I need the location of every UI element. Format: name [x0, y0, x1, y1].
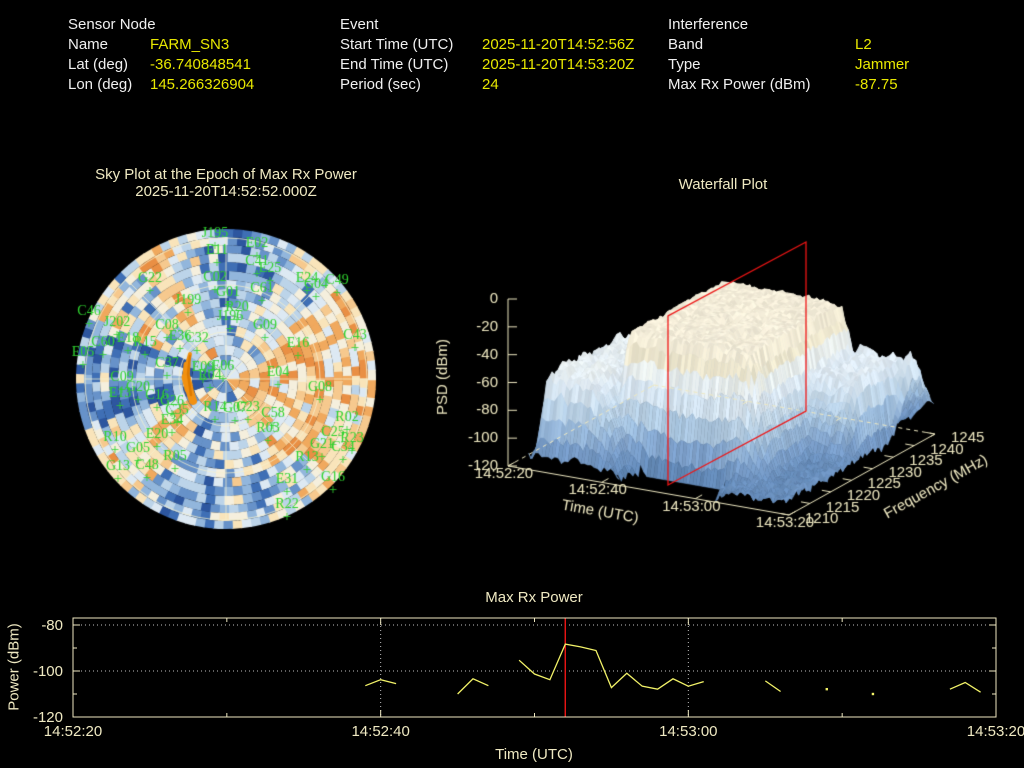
- header-field-label: Band: [668, 36, 704, 53]
- data-series-line: [457, 678, 489, 695]
- header-field-label: Lon (deg): [68, 76, 133, 93]
- data-point: [825, 687, 828, 691]
- header-field-value: FARM_SN3: [150, 36, 230, 53]
- x-tick-label: 14:53:20: [967, 723, 1024, 740]
- skyplot-title-line1: Sky Plot at the Epoch of Max Rx Power: [95, 166, 357, 183]
- x-tick-label: 14:53:00: [659, 723, 717, 740]
- header-field-label: Start Time (UTC): [340, 36, 454, 53]
- data-series-line: [365, 679, 397, 687]
- y-tick-label: -80: [41, 617, 63, 634]
- data-series-line: [518, 643, 704, 690]
- header-field-value: 2025-11-20T14:52:56Z: [482, 36, 635, 53]
- waterfall-canvas: [420, 140, 1024, 560]
- plot-frame: [72, 617, 997, 718]
- power-plot-x-label: Time (UTC): [495, 746, 573, 763]
- header-field-label: Period (sec): [340, 76, 421, 93]
- header-section-title: Interference: [668, 16, 749, 33]
- skyplot-title: Sky Plot at the Epoch of Max Rx Power 20…: [95, 166, 357, 200]
- y-tick-label: -100: [33, 663, 63, 680]
- skyplot-title-line2: 2025-11-20T14:52:52.000Z: [135, 183, 317, 200]
- header-field-value: 145.266326904: [150, 76, 255, 93]
- header-section-title: Event: [340, 16, 379, 33]
- header-field-value: 2025-11-20T14:53:20Z: [482, 56, 635, 73]
- header-info-panel: Sensor Node Name FARM_SN3 Lat (deg) -36.7408…: [0, 0, 1024, 110]
- header-field-label: Max Rx Power (dBm): [668, 76, 811, 93]
- data-series-line: [949, 681, 981, 693]
- header-field-value: L2: [855, 36, 872, 53]
- header-field-value: 24: [482, 76, 499, 93]
- header-field-value: -36.740848541: [150, 56, 251, 73]
- header-field-label: Type: [668, 56, 701, 73]
- power-plot-y-label: Power (dBm): [5, 623, 23, 711]
- header-field-label: Name: [68, 36, 109, 53]
- x-tick-label: 14:52:20: [44, 723, 102, 740]
- power-plot-title: Max Rx Power: [485, 589, 583, 606]
- header-field-label: End Time (UTC): [340, 56, 449, 73]
- skyplot-canvas: [50, 205, 410, 550]
- header-field-value: -87.75: [855, 76, 898, 93]
- x-tick-label: 14:52:40: [351, 723, 409, 740]
- data-point: [871, 692, 875, 696]
- y-tick-label: -120: [33, 709, 63, 726]
- data-series-line: [764, 680, 781, 693]
- header-section-title: Sensor Node: [68, 16, 156, 33]
- header-field-value: Jammer: [855, 56, 910, 73]
- header-field-label: Lat (deg): [68, 56, 129, 73]
